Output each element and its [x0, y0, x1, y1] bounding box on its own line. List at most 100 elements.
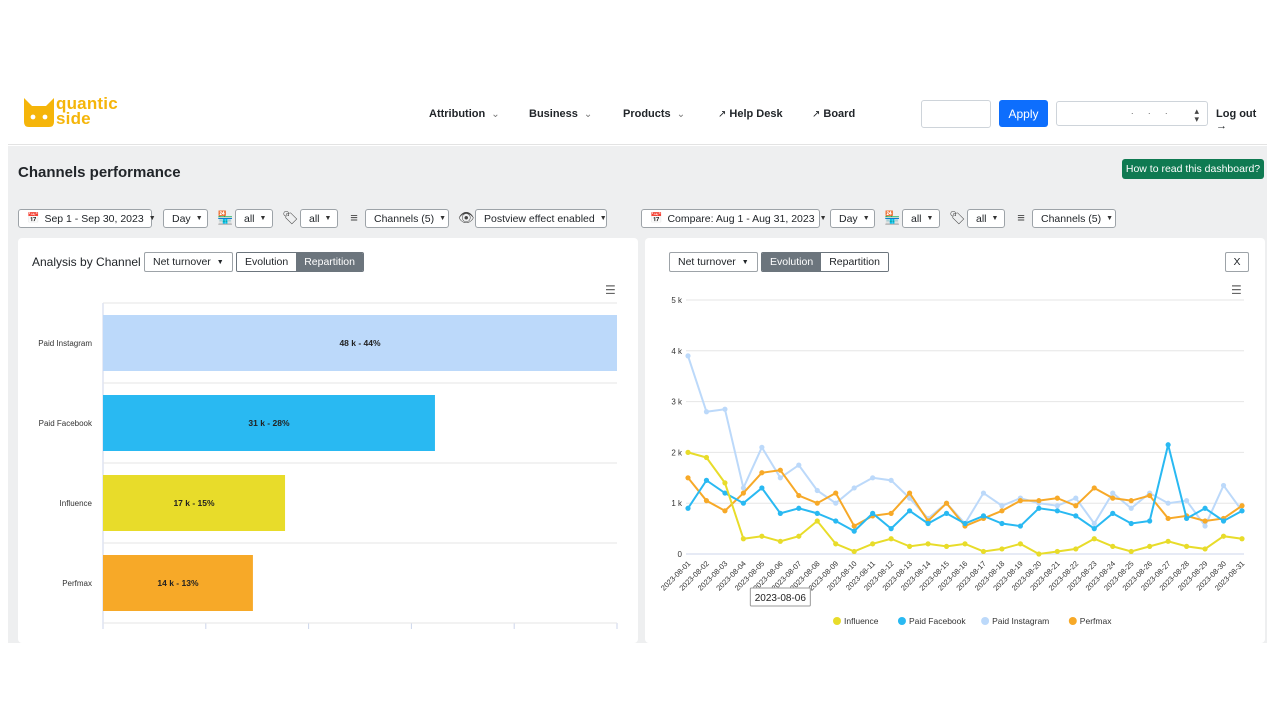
data-point — [1220, 518, 1227, 524]
nav-board-label: Board — [823, 108, 856, 120]
tag-label: all — [309, 212, 320, 225]
store-icon: 🏪 — [217, 210, 234, 225]
data-point — [814, 500, 820, 506]
data-point — [814, 510, 820, 516]
logo-text-line1: quantic — [56, 94, 118, 113]
tab-repartition[interactable]: Repartition — [296, 253, 363, 271]
caret-down-icon: ▼ — [324, 215, 332, 222]
data-point — [1036, 505, 1042, 511]
data-point — [1239, 508, 1245, 514]
tab-repartition[interactable]: Repartition — [821, 253, 888, 271]
data-point — [1147, 518, 1153, 524]
data-point — [962, 541, 968, 547]
data-point — [962, 520, 968, 527]
data-point — [759, 533, 765, 539]
compare-store-filter[interactable]: all ▼ — [902, 209, 940, 228]
data-point — [1036, 551, 1042, 557]
tooltip-text: 2023-08-06 — [755, 593, 807, 604]
granularity-label: Day — [172, 212, 191, 225]
logo[interactable]: quantic side — [22, 94, 132, 130]
date-range-filter[interactable]: 📅 Sep 1 - Sep 30, 2023 ▼ — [18, 209, 156, 228]
nav-products[interactable]: Products ⌄ — [623, 108, 685, 120]
data-point — [943, 543, 950, 549]
compare-date-filter[interactable]: 📅 Compare: Aug 1 - Aug 31, 2023 ▼ — [641, 209, 827, 228]
help-dashboard-button[interactable]: How to read this dashboard? — [1122, 159, 1264, 179]
data-point — [1184, 498, 1190, 504]
data-point — [1128, 548, 1134, 555]
bar-paid-facebook — [103, 395, 435, 451]
caret-down-icon: ▼ — [741, 258, 749, 266]
external-link-icon: ↗ — [812, 109, 821, 120]
postview-filter[interactable]: Postview effect enabled ▼ — [475, 209, 607, 228]
data-point — [851, 528, 857, 534]
data-point — [685, 505, 691, 511]
date-range-label: Sep 1 - Sep 30, 2023 — [44, 212, 144, 225]
bar-perfmax — [103, 555, 253, 611]
data-point — [1165, 500, 1171, 506]
data-point — [796, 505, 802, 511]
data-point — [1128, 520, 1134, 527]
data-point — [833, 500, 839, 506]
legend-label: Paid Facebook — [909, 616, 966, 626]
caret-down-icon: ▼ — [148, 215, 156, 222]
data-point — [1017, 541, 1023, 547]
data-point — [907, 490, 913, 496]
data-point — [685, 353, 691, 359]
caret-down-icon: ▼ — [195, 215, 203, 222]
data-point — [999, 503, 1005, 509]
nav-attribution[interactable]: Attribution ⌄ — [429, 108, 500, 120]
chart-menu-icon[interactable]: ☰ — [605, 283, 616, 297]
compare-granularity-filter[interactable]: Day ▼ — [830, 209, 875, 228]
metric-label: Net turnover — [153, 256, 211, 268]
data-point — [1054, 495, 1060, 501]
nav-business[interactable]: Business ⌄ — [529, 108, 592, 120]
tab-evolution[interactable]: Evolution — [762, 253, 822, 271]
data-point — [1054, 503, 1060, 509]
logout-link[interactable]: Log out → — [1216, 108, 1267, 132]
data-point — [1110, 495, 1116, 501]
data-point — [1239, 503, 1245, 509]
account-select[interactable]: . . . ▴ ▾ — [1056, 101, 1208, 126]
data-point — [1220, 482, 1227, 489]
tag-icon: 🏷 — [282, 210, 299, 225]
tag-filter[interactable]: all ▼ — [300, 209, 338, 228]
metric-select[interactable]: Net turnover ▼ — [669, 252, 758, 272]
channels-filter[interactable]: Channels (5) ▼ — [365, 209, 449, 228]
y-tick-label: 3 k — [671, 398, 683, 407]
data-point — [740, 500, 746, 506]
data-point — [1239, 536, 1245, 542]
data-point — [722, 508, 728, 514]
page-title: Channels performance — [18, 164, 181, 181]
postview-label: Postview effect enabled — [484, 212, 595, 225]
data-point — [1073, 495, 1079, 501]
compare-channels-filter[interactable]: Channels (5) ▼ — [1032, 209, 1116, 228]
data-point — [777, 510, 783, 516]
metric-select[interactable]: Net turnover ▼ — [144, 252, 233, 272]
chevron-down-icon: ⌄ — [583, 109, 593, 120]
data-point — [870, 510, 876, 516]
nav-attribution-label: Attribution — [429, 108, 486, 120]
nav-help-desk[interactable]: ↗ Help Desk — [718, 108, 783, 120]
bar-paid-instagram — [103, 315, 617, 371]
chart-menu-icon[interactable]: ☰ — [1231, 283, 1242, 297]
y-tick-label: 4 k — [671, 347, 683, 356]
apply-button[interactable]: Apply — [999, 100, 1048, 127]
compare-tag-label: all — [976, 212, 987, 225]
data-point — [943, 500, 950, 506]
data-point — [1202, 523, 1208, 529]
select-arrows-icon: ▴ ▾ — [1194, 106, 1199, 124]
data-point — [685, 475, 691, 481]
legend-marker — [897, 617, 906, 625]
caret-down-icon: ▼ — [862, 215, 870, 222]
data-point — [1128, 505, 1134, 511]
granularity-filter[interactable]: Day ▼ — [163, 209, 208, 228]
store-filter[interactable]: all ▼ — [235, 209, 273, 228]
logout-label: Log out — [1216, 108, 1257, 120]
data-point — [1147, 543, 1153, 549]
nav-board[interactable]: ↗ Board — [812, 108, 855, 120]
close-compare-button[interactable]: X — [1225, 252, 1249, 272]
date-input[interactable] — [921, 100, 991, 128]
tab-evolution[interactable]: Evolution — [237, 253, 297, 271]
data-point — [1036, 498, 1042, 504]
compare-tag-filter[interactable]: all ▼ — [967, 209, 1005, 228]
